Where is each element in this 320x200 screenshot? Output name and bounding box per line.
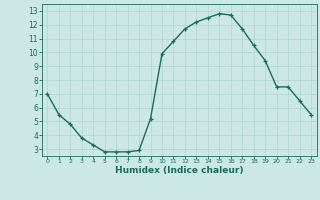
- X-axis label: Humidex (Indice chaleur): Humidex (Indice chaleur): [115, 166, 244, 175]
